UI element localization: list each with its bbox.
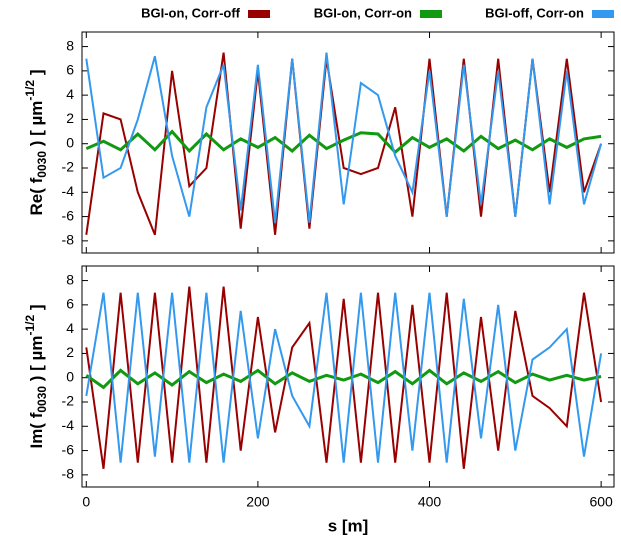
y-tick-label: 4 — [66, 86, 74, 102]
y-label-sup: -1/2 — [23, 80, 37, 101]
plot-frame — [81, 265, 615, 488]
y-tick-label: 8 — [66, 271, 74, 287]
y-tick-label: -2 — [62, 159, 75, 175]
y-label-part: Im( f — [27, 412, 46, 448]
y-tick-label: 0 — [66, 368, 74, 384]
series-line — [85, 129, 602, 155]
y-label-part: ) [ µm — [27, 336, 46, 386]
y-tick-label: -2 — [62, 393, 75, 409]
y-axis-label: Im( f0030 ) [ µm-1/2 ] — [23, 304, 49, 448]
legend-swatch — [248, 10, 270, 18]
y-tick-label: -6 — [62, 441, 75, 457]
y-label-part: Re( f — [27, 177, 46, 215]
y-label-part: ] — [27, 304, 46, 314]
y-tick-label: 2 — [66, 110, 74, 126]
y-tick-label: 6 — [66, 296, 74, 312]
x-axis-label: s [m] — [328, 516, 369, 535]
y-tick-label: 2 — [66, 344, 74, 360]
series-line — [85, 286, 603, 469]
y-label-sub: 0030 — [35, 386, 49, 413]
x-tick-label: 600 — [589, 494, 613, 510]
y-tick-label: -4 — [62, 183, 75, 199]
y-tick-label: -8 — [62, 232, 75, 248]
y-tick-label: -6 — [62, 207, 75, 223]
legend-swatch — [592, 10, 614, 18]
y-tick-label: -4 — [62, 417, 75, 433]
x-tick-label: 0 — [82, 494, 90, 510]
y-label-part: ] — [27, 70, 46, 80]
y-tick-label: 4 — [66, 320, 74, 336]
series-line — [85, 292, 603, 463]
y-label-sub: 0030 — [35, 151, 49, 178]
series-line — [85, 368, 602, 390]
legend-label: BGI-off, Corr-on — [485, 5, 584, 20]
y-label-sup: -1/2 — [23, 315, 37, 336]
y-tick-label: -8 — [62, 466, 75, 482]
legend-label: BGI-on, Corr-off — [141, 5, 241, 20]
x-tick-label: 400 — [418, 494, 442, 510]
legend-label: BGI-on, Corr-on — [314, 5, 412, 20]
series-line — [85, 52, 603, 223]
y-tick-label: 0 — [66, 134, 74, 150]
y-label-part: ) [ µm — [27, 101, 46, 151]
y-tick-label: 6 — [66, 62, 74, 78]
x-tick-label: 200 — [246, 494, 270, 510]
legend-swatch — [420, 10, 442, 18]
y-axis-label: Re( f0030 ) [ µm-1/2 ] — [23, 70, 49, 216]
plot-frame — [81, 31, 615, 254]
y-tick-label: 8 — [66, 37, 74, 53]
